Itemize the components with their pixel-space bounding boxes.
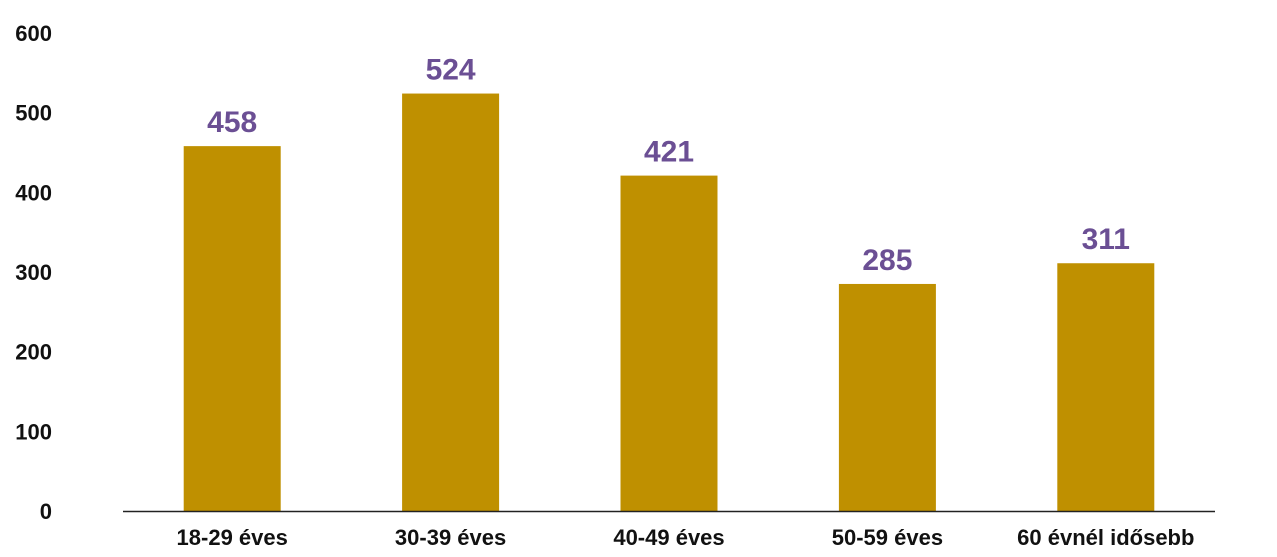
- y-tick-label: 400: [15, 180, 52, 205]
- bar-30-39: [402, 93, 500, 512]
- category-label: 18-29 éves: [177, 525, 288, 550]
- y-tick-label: 200: [15, 340, 52, 365]
- bar-18-29: [183, 146, 281, 512]
- y-tick-label: 100: [15, 419, 52, 444]
- category-label: 40-49 éves: [613, 525, 724, 550]
- category-label: 50-59 éves: [832, 525, 943, 550]
- bar-60-plus: [1057, 263, 1155, 511]
- bars: [183, 93, 1155, 512]
- data-label: 285: [862, 244, 912, 277]
- y-tick-label: 0: [40, 499, 52, 524]
- x-axis-category-labels: 18-29 éves 30-39 éves 40-49 éves 50-59 é…: [177, 525, 1195, 550]
- y-tick-label: 500: [15, 101, 52, 126]
- y-tick-label: 600: [15, 21, 52, 46]
- data-label: 458: [207, 106, 257, 139]
- bar-50-59: [838, 283, 936, 511]
- category-label: 30-39 éves: [395, 525, 506, 550]
- data-labels: 458 524 421 285 311: [207, 54, 1130, 277]
- data-label: 311: [1082, 223, 1130, 256]
- y-axis-ticks: 0 100 200 300 400 500 600: [15, 21, 52, 524]
- bar-40-49: [620, 175, 718, 511]
- category-label: 60 évnél idősebb: [1017, 525, 1194, 550]
- data-label: 524: [426, 54, 476, 87]
- data-label: 421: [644, 136, 694, 169]
- y-tick-label: 300: [15, 260, 52, 285]
